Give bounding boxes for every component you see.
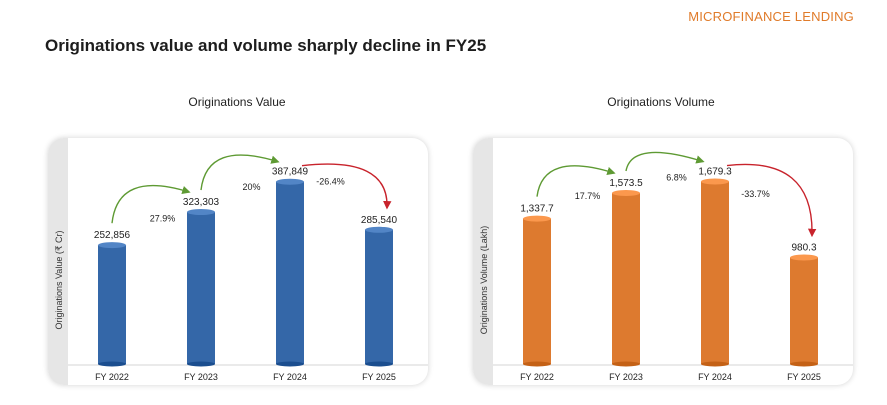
growth-arrow <box>200 154 280 191</box>
data-label: 252,856 <box>94 230 131 241</box>
value-chart-card: Originations Value (₹ Cr) 252,856 FY 2022 3… <box>48 138 428 385</box>
y-axis-strip <box>473 138 493 385</box>
bar <box>701 178 729 367</box>
x-tick-label: FY 2025 <box>362 372 396 382</box>
change-label: -33.7% <box>741 189 770 199</box>
data-label: 980.3 <box>791 242 816 253</box>
data-label: 1,573.5 <box>609 178 643 189</box>
bar <box>790 254 818 367</box>
x-tick-label: FY 2023 <box>609 372 643 382</box>
x-tick-label: FY 2022 <box>520 372 554 382</box>
volume-chart: Originations Volume (Lakh) 1,337.7 FY 2022… <box>479 151 853 382</box>
growth-arrow <box>625 151 705 172</box>
growth-arrow <box>536 165 616 197</box>
value-chart-title: Originations Value <box>188 95 286 109</box>
data-label: 323,303 <box>183 197 220 208</box>
bar <box>276 178 304 367</box>
y-axis-label: Originations Value (₹ Cr) <box>54 230 64 329</box>
x-tick-label: FY 2022 <box>95 372 129 382</box>
change-label: 17.7% <box>575 191 601 201</box>
data-label: 1,679.3 <box>698 167 732 178</box>
bar <box>612 190 640 367</box>
x-tick-label: FY 2024 <box>273 372 307 382</box>
bar <box>187 209 215 367</box>
data-label: 1,337.7 <box>520 204 554 215</box>
y-axis-label: Originations Volume (Lakh) <box>479 226 489 335</box>
page-title: Originations value and volume sharply de… <box>45 36 487 55</box>
growth-arrow <box>111 184 191 224</box>
data-label: 387,849 <box>272 167 309 178</box>
volume-chart-title: Originations Volume <box>607 95 715 109</box>
change-label: 6.8% <box>666 172 687 182</box>
value-chart: Originations Value (₹ Cr) 252,856 FY 2022 3… <box>54 154 428 382</box>
volume-chart-card: Originations Volume (Lakh) 1,337.7 FY 2022… <box>473 138 853 385</box>
data-label: 285,540 <box>361 215 398 226</box>
y-axis-strip <box>48 138 68 385</box>
change-label: 20% <box>242 182 260 192</box>
bar <box>523 215 551 367</box>
x-tick-label: FY 2024 <box>698 372 732 382</box>
decline-arrow <box>726 163 817 238</box>
change-label: 27.9% <box>150 214 176 224</box>
section-tag: MICROFINANCE LENDING <box>688 9 854 24</box>
decline-arrow <box>301 163 392 210</box>
change-label: -26.4% <box>316 177 345 187</box>
x-tick-label: FY 2023 <box>184 372 218 382</box>
bar <box>365 226 393 367</box>
bar <box>98 242 126 367</box>
x-tick-label: FY 2025 <box>787 372 821 382</box>
